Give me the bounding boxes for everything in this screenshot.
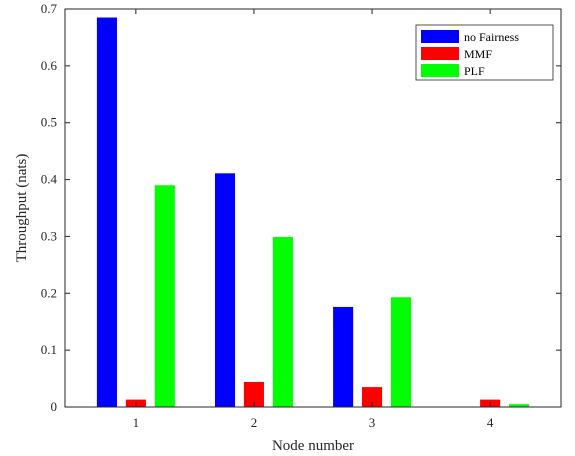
- y-tick-label: 0.2: [41, 285, 57, 300]
- legend-swatch-no-fairness: [421, 30, 459, 43]
- legend-label: no Fairness: [464, 30, 519, 44]
- y-tick-label: 0: [51, 399, 58, 414]
- plot-frame: [64, 8, 562, 408]
- bar-mmf-node-2: [243, 381, 264, 407]
- y-tick-label: 0.7: [41, 1, 58, 16]
- legend-label: PLF: [464, 64, 485, 78]
- y-tick-label: 0.6: [41, 58, 58, 73]
- x-axis: 1 2 3 4: [133, 9, 494, 430]
- bar-no-fairness-node-1: [96, 17, 117, 408]
- y-tick-label: 0.3: [41, 228, 57, 243]
- legend-swatch-mmf: [421, 47, 459, 60]
- y-tick-label: 0.5: [41, 115, 57, 130]
- bar-plf-node-3: [390, 297, 412, 407]
- bar-mmf-node-3: [362, 387, 383, 407]
- bar-plf-node-4: [509, 404, 530, 407]
- bar-no-fairness-node-2: [214, 173, 236, 407]
- x-tick-label: 3: [369, 415, 376, 430]
- bar-no-fairness-node-3: [333, 306, 354, 407]
- legend: no Fairness MMF PLF: [415, 24, 554, 81]
- x-tick-label: 2: [251, 415, 258, 430]
- y-axis-title: Throughput (nats): [14, 154, 30, 263]
- x-axis-title: Node number: [272, 438, 354, 454]
- bars-group: [96, 17, 530, 408]
- bar-plf-node-1: [154, 185, 175, 407]
- x-tick-label: 1: [133, 415, 140, 430]
- legend-label: MMF: [464, 47, 492, 61]
- y-tick-label: 0.4: [41, 172, 58, 187]
- y-axis: 0 0.1 0.2 0.3 0.4 0.5 0.6 0.7: [41, 1, 561, 414]
- x-tick-label: 4: [487, 415, 494, 430]
- legend-swatch-plf: [421, 64, 459, 77]
- bar-plf-node-2: [272, 237, 293, 407]
- y-tick-label: 0.1: [41, 342, 57, 357]
